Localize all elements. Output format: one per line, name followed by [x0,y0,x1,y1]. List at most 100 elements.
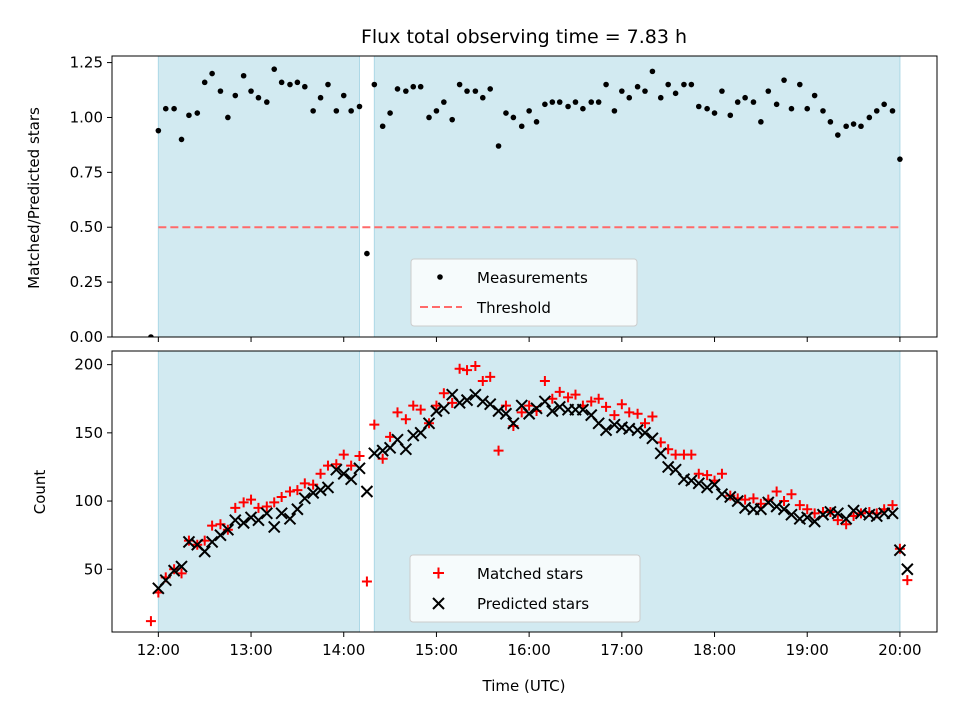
bottom-legend-frame [409,554,641,623]
measurement-point [417,83,424,90]
matched-star-point [331,459,342,470]
measurement-point [503,110,509,116]
matched-star-point [586,396,597,407]
predicted-star-point [847,504,860,517]
legend-predicted-marker [432,597,445,610]
predicted-star-point [407,429,420,442]
measurement-point [711,110,718,116]
predicted-star-point [283,512,297,525]
matched-star-point [593,393,604,404]
bottom-x-tick-label: 12:00 [137,641,180,659]
predicted-star-point [437,402,451,415]
measurement-point [533,119,540,125]
predicted-star-point [321,481,335,494]
matched-star-point [686,449,697,460]
bottom-y-tick-label: 150 [74,424,103,442]
predicted-star-point [268,520,281,534]
measurement-point [572,99,579,105]
bottom-x-tick-label: 15:00 [415,641,458,659]
measurement-point [178,136,185,143]
bottom-y-tick-label: 50 [84,560,103,578]
predicted-star-point [353,462,366,475]
measurement-point [549,99,556,105]
measurement-point [665,81,671,88]
predicted-star-point [507,417,520,430]
predicted-star-point [330,463,343,476]
legend-matched-label: Matched stars [477,565,583,583]
bottom-y-axis-label: Count [31,470,49,515]
matched-star-point [485,371,496,382]
matched-star-point [292,485,303,496]
predicted-star-point [275,507,288,520]
matched-star-point [632,408,643,419]
measurement-point [302,83,308,90]
predicted-star-point [599,423,613,437]
measurement-point [827,119,834,125]
measurement-point [255,94,262,101]
predicted-star-point [376,444,389,457]
predicted-star-point [692,477,705,490]
measurement-point [742,94,748,101]
predicted-star-point [260,507,274,520]
bottom-x-tick-label: 17:00 [600,641,643,659]
bottom-x-tick-label: 13:00 [229,641,272,659]
top-marks [148,66,903,337]
predicted-star-point [715,488,729,501]
bottom-x-tick-label: 20:00 [878,641,921,659]
bottom-y-tick-label: 100 [74,492,103,510]
matched-star-point [230,502,241,513]
measurement-point [495,143,502,149]
matched-star-point [748,493,759,504]
matched-star-point [361,576,372,587]
measurement-point [866,114,873,121]
measurement-point [325,81,331,88]
x-axis-label: Time (UTC) [482,677,566,695]
predicted-star-point [546,404,559,418]
matched-star-point [477,376,488,387]
predicted-star-point [422,417,436,430]
matched-star-point [794,500,805,511]
predicted-star-point [476,395,489,408]
matched-star-point [902,575,913,586]
measurement-point [526,108,532,114]
measurement-point [310,108,316,114]
matched-star-point [616,399,627,410]
measurement-point [518,123,525,130]
measurement-point [394,86,401,92]
bottom-x-tick-label: 14:00 [322,641,365,659]
predicted-star-point [608,418,621,431]
measurement-point [897,156,903,162]
predicted-star-point [646,432,659,445]
predicted-star-point [808,515,821,528]
measurement-point [441,99,447,105]
matched-star-point [400,414,411,425]
bottom-x-tick-label: 18:00 [693,641,736,659]
predicted-star-point [777,503,791,516]
measurement-point [804,105,811,112]
matched-star-point [702,470,713,481]
matched-star-point [670,449,681,460]
matched-star-point [887,500,898,511]
measurement-point [727,112,734,119]
predicted-star-point [685,474,698,487]
measurement-point [162,105,169,112]
predicted-star-point [631,423,644,437]
predicted-star-point [831,507,845,520]
bottom-axes-frame [111,350,938,633]
matched-star-point [145,616,156,627]
measurement-point [171,105,177,112]
matched-star-point [786,489,797,500]
matched-star-point [315,468,326,479]
predicted-star-point [770,500,783,513]
measurement-point [264,99,270,105]
measurement-point [278,79,285,86]
matched-star-point [832,515,843,526]
measurement-point [556,99,563,105]
measurement-point [672,90,679,97]
matched-star-point [462,365,473,376]
measurement-point [873,108,880,114]
matched-star-point [493,445,504,456]
matched-star-point [624,407,635,418]
measurement-point [403,88,409,94]
